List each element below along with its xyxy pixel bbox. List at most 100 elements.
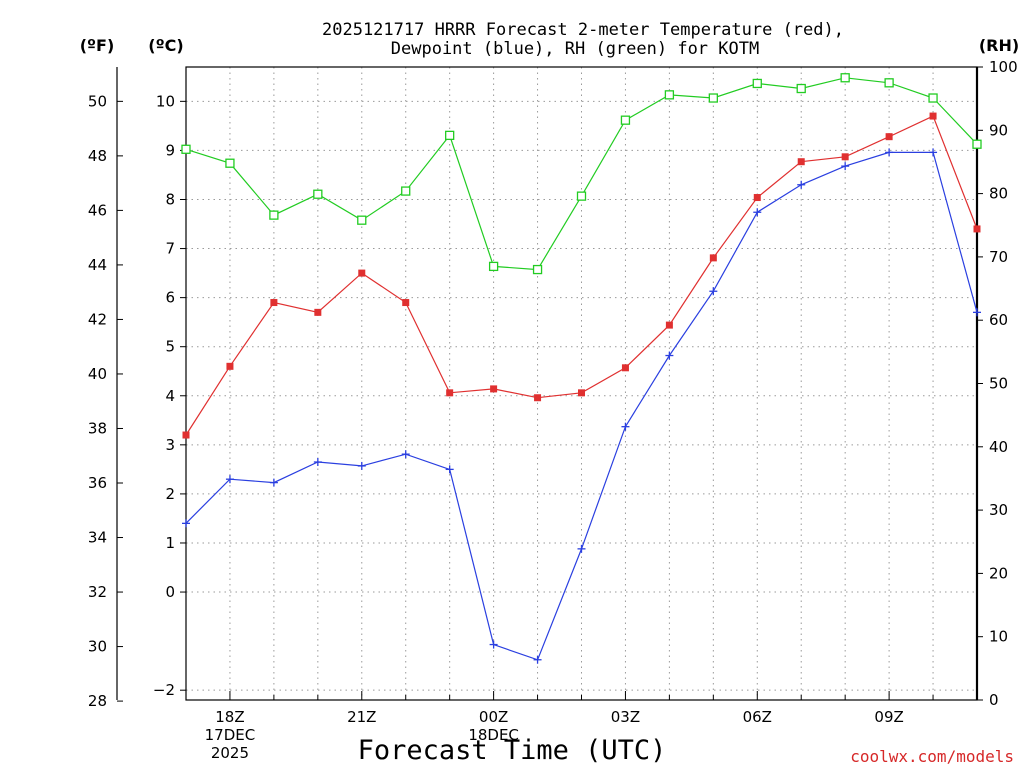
- x-tick-label: 06Z: [743, 708, 772, 726]
- dewpoint-point: [973, 308, 981, 317]
- x-tick-label: 09Z: [874, 708, 903, 726]
- celsius-tick-label: 2: [165, 485, 175, 503]
- temperature-point: [578, 389, 585, 397]
- dewpoint-point: [709, 287, 718, 296]
- temperature-point: [226, 362, 234, 370]
- fahrenheit-tick-label: 42: [88, 310, 107, 328]
- fahrenheit-tick-label: 32: [88, 583, 107, 601]
- axes: −201234567891028303234363840424446485001…: [88, 58, 1018, 762]
- celsius-tick-label: −2: [153, 681, 175, 699]
- chart-title-line1: 2025121717 HRRR Forecast 2-meter Tempera…: [322, 20, 844, 40]
- fahrenheit-tick-label: 30: [88, 638, 107, 656]
- series-line: [185, 151, 978, 661]
- celsius-tick-label: 0: [165, 583, 175, 601]
- temperature-point: [973, 225, 981, 233]
- dewpoint-point: [313, 458, 322, 467]
- chart-title-line2: Dewpoint (blue), RH (green) for KOTM: [391, 39, 759, 59]
- rh-tick-label: 0: [989, 691, 999, 709]
- x-tick-label: 00Z: [479, 708, 508, 726]
- temperature-point: [270, 299, 278, 307]
- rh-point: [269, 210, 279, 220]
- rh-point: [796, 83, 806, 94]
- celsius-tick-label: 3: [165, 436, 175, 454]
- celsius-tick-label: 5: [165, 338, 175, 356]
- rh-tick-label: 70: [989, 248, 1008, 266]
- temperature-point: [314, 308, 322, 316]
- fahrenheit-tick-label: 28: [88, 692, 107, 710]
- rh-point: [972, 139, 982, 149]
- rh-point: [576, 191, 587, 201]
- dewpoint-point: [929, 148, 938, 157]
- fahrenheit-tick-label: 38: [88, 419, 107, 437]
- dewpoint-point: [401, 450, 410, 459]
- dewpoint-point: [357, 461, 366, 470]
- x-tick-label: 17DEC: [205, 726, 256, 744]
- celsius-axis-unit: (ºC): [148, 36, 183, 55]
- fahrenheit-axis-unit: (ºF): [80, 36, 115, 55]
- gridlines: [186, 67, 977, 700]
- temperature-point: [182, 431, 190, 439]
- rh-tick-label: 80: [989, 185, 1008, 203]
- rh-point: [488, 261, 499, 272]
- rh-point: [620, 115, 631, 125]
- temperature-point: [358, 269, 366, 277]
- fahrenheit-tick-label: 46: [88, 201, 107, 219]
- rh-point: [313, 189, 323, 199]
- rh-tick-label: 60: [989, 311, 1008, 329]
- celsius-tick-label: 9: [165, 141, 175, 159]
- x-tick-label: 18Z: [215, 708, 244, 726]
- dewpoint-point: [753, 208, 762, 217]
- fahrenheit-tick-label: 44: [88, 256, 107, 274]
- dewpoint-point: [182, 519, 190, 528]
- celsius-tick-label: 7: [165, 240, 175, 258]
- dewpoint-point: [797, 180, 806, 189]
- temperature-point: [490, 385, 498, 393]
- temperature-point: [929, 112, 937, 120]
- rh-point: [840, 73, 850, 83]
- dewpoint-point: [885, 148, 894, 157]
- rh-point: [181, 144, 191, 154]
- celsius-tick-label: 8: [165, 190, 175, 208]
- dewpoint-point: [445, 465, 454, 474]
- rh-point: [708, 93, 718, 103]
- dewpoint-point: [489, 640, 498, 649]
- rh-point: [401, 186, 411, 196]
- rh-tick-label: 40: [989, 438, 1008, 456]
- temperature-point: [753, 194, 761, 202]
- fahrenheit-tick-label: 36: [88, 474, 107, 492]
- temperature-point: [402, 299, 410, 307]
- rh-tick-label: 20: [989, 564, 1008, 582]
- fahrenheit-tick-label: 34: [88, 529, 107, 547]
- x-tick-label: 21Z: [347, 708, 376, 726]
- temperature-point: [621, 364, 629, 372]
- dewpoint-point: [225, 475, 234, 484]
- x-tick-label: 18DEC: [468, 726, 519, 744]
- rh-point: [884, 78, 894, 88]
- dewpoint-point: [577, 544, 586, 553]
- rh-tick-label: 90: [989, 121, 1008, 139]
- rh-tick-label: 100: [989, 58, 1018, 76]
- temperature-point: [885, 133, 893, 141]
- rh-point: [752, 78, 762, 89]
- rh-point: [445, 130, 455, 141]
- temperature-point: [709, 254, 717, 262]
- rh-axis-unit: (RH): [979, 36, 1019, 55]
- x-tick-label: 2025: [211, 744, 249, 762]
- temperature-point: [797, 158, 805, 166]
- rh-tick-label: 10: [989, 628, 1008, 646]
- rh-point: [664, 90, 675, 100]
- dewpoint-point: [533, 655, 542, 664]
- rh-point: [532, 264, 543, 275]
- dewpoint-point: [621, 422, 630, 431]
- rh-point: [357, 215, 367, 225]
- fahrenheit-tick-label: 48: [88, 147, 107, 165]
- celsius-tick-label: 10: [156, 92, 175, 110]
- temperature-point: [534, 394, 542, 402]
- celsius-tick-label: 4: [165, 387, 175, 405]
- rh-tick-label: 50: [989, 375, 1008, 393]
- fahrenheit-tick-label: 50: [88, 92, 107, 110]
- celsius-tick-label: 1: [165, 534, 175, 552]
- data-series: [181, 73, 982, 664]
- source-credit: coolwx.com/models: [850, 747, 1014, 766]
